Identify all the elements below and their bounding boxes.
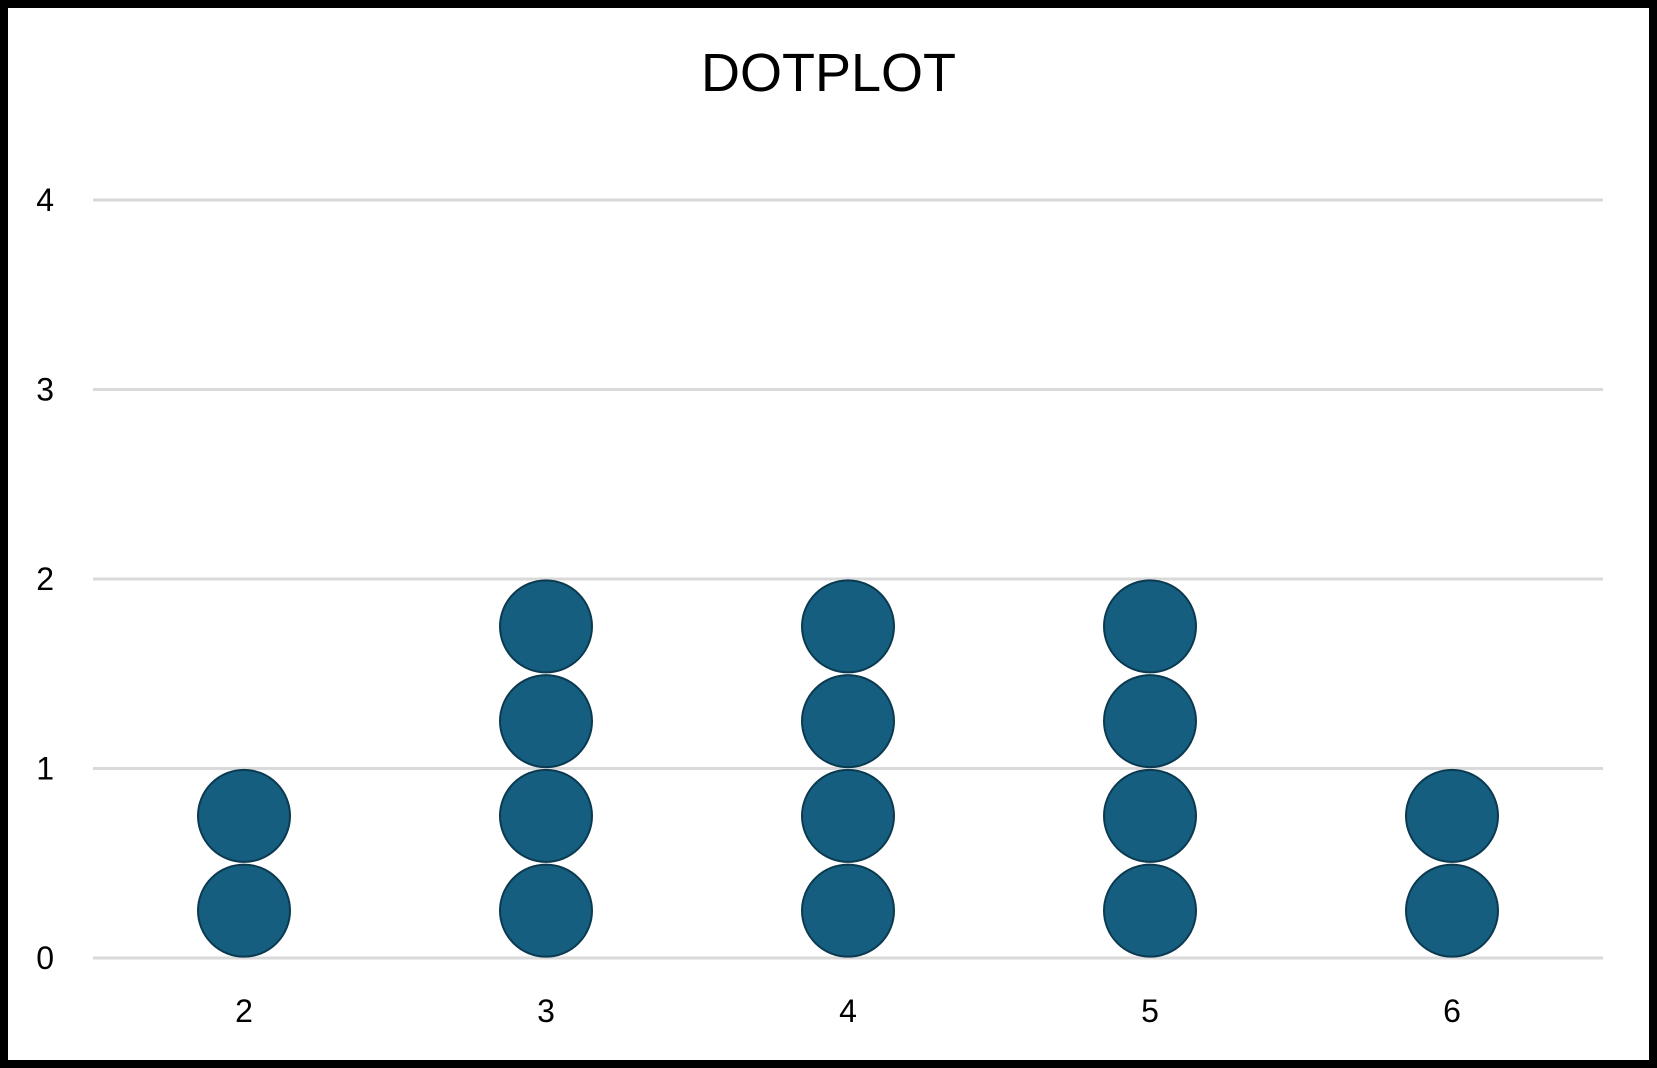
dot-4-1 [801, 863, 895, 958]
x-axis-ticks: 2 3 4 5 6 [235, 993, 1461, 1029]
dot-4-2 [801, 768, 895, 863]
x-tick-label: 6 [1443, 993, 1461, 1029]
y-tick-label: 3 [36, 372, 54, 408]
dot-3-1 [499, 863, 593, 958]
dot-5-3 [1103, 674, 1197, 769]
dot-5-1 [1103, 863, 1197, 958]
dot-3-4 [499, 579, 593, 674]
dot-5-4 [1103, 579, 1197, 674]
dot-4-3 [801, 674, 895, 769]
x-tick-label: 5 [1141, 993, 1159, 1029]
dot-2-1 [197, 863, 291, 958]
dot-2-2 [197, 768, 291, 863]
y-tick-label: 2 [36, 561, 54, 597]
dot-5-2 [1103, 768, 1197, 863]
x-tick-label: 2 [235, 993, 253, 1029]
dot-4-4 [801, 579, 895, 674]
dots [197, 579, 1499, 958]
y-tick-label: 1 [36, 751, 54, 787]
dot-3-2 [499, 768, 593, 863]
dot-6-1 [1405, 863, 1499, 958]
y-tick-label: 4 [36, 182, 54, 218]
x-tick-label: 3 [537, 993, 555, 1029]
y-tick-label: 0 [36, 940, 54, 976]
gridlines [93, 198, 1603, 960]
chart-title: DOTPLOT [700, 43, 957, 103]
y-axis-ticks: 0 1 2 3 4 [36, 182, 54, 976]
x-tick-label: 4 [839, 993, 857, 1029]
dot-3-3 [499, 674, 593, 769]
dot-6-2 [1405, 768, 1499, 863]
